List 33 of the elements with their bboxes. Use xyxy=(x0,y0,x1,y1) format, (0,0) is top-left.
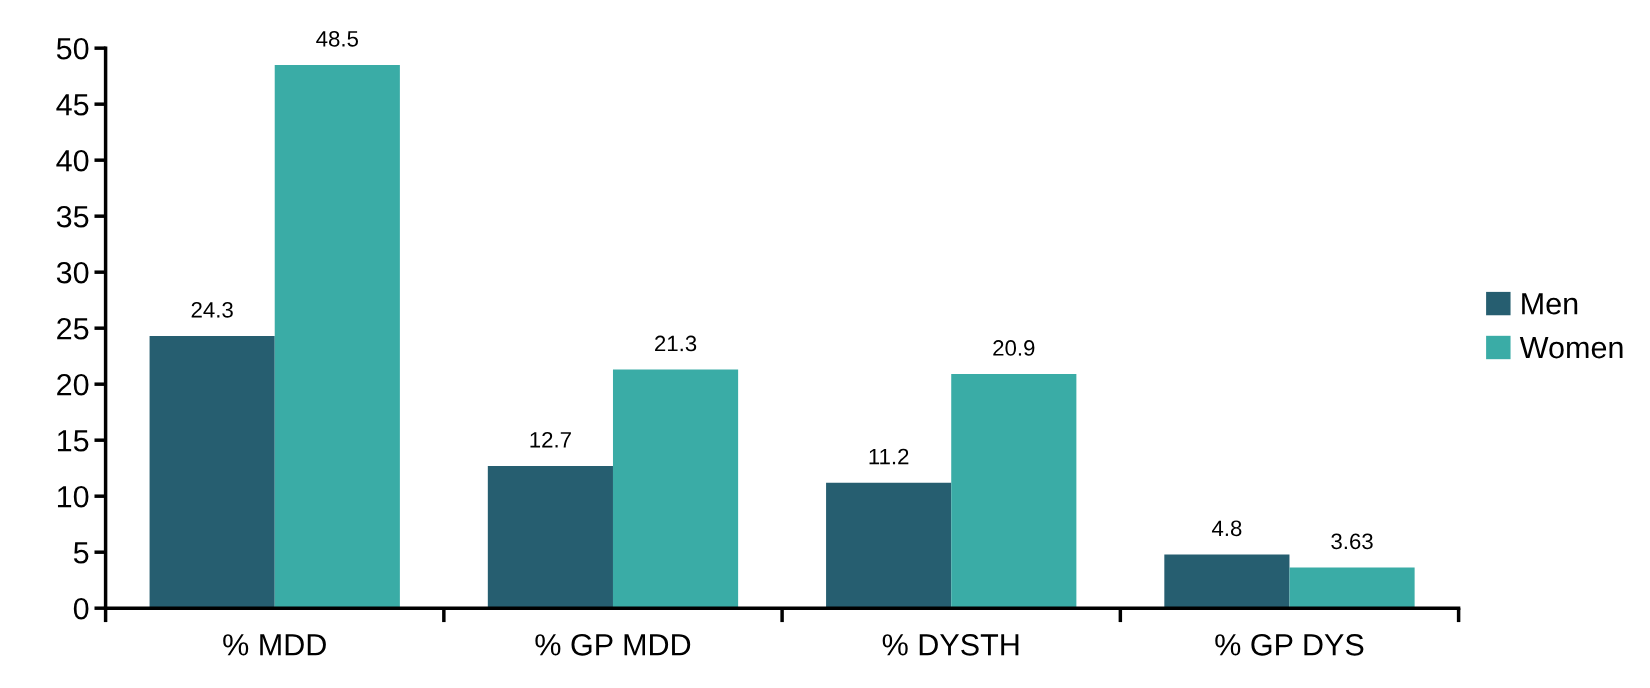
bar xyxy=(612,369,739,609)
legend-label: Women xyxy=(1519,337,1623,359)
bar xyxy=(274,64,400,609)
bar xyxy=(487,465,613,609)
x-tick-label: % DYSTH xyxy=(882,634,1019,656)
y-tick-label: 30 xyxy=(56,261,89,284)
data-label: 48.5 xyxy=(316,30,358,47)
y-tick-label: 5 xyxy=(73,542,89,564)
data-label: 3.63 xyxy=(1331,533,1373,550)
bar xyxy=(826,482,952,609)
y-tick-label: 45 xyxy=(56,94,89,116)
y-tick-label: 25 xyxy=(57,317,89,340)
legend-label: Men xyxy=(1522,293,1578,315)
y-tick-label: 0 xyxy=(73,597,89,620)
bar xyxy=(149,336,275,609)
data-label: 21.3 xyxy=(655,335,697,352)
data-label: 12.7 xyxy=(530,431,571,448)
y-tick-label: 35 xyxy=(56,205,89,228)
data-label: 4.8 xyxy=(1211,520,1242,537)
data-label: 24.3 xyxy=(191,302,233,318)
bar xyxy=(951,374,1077,609)
x-tick-label: % MDD xyxy=(223,634,326,656)
x-tick-label: % GP DYS xyxy=(1215,634,1364,656)
y-tick-label: 10 xyxy=(57,485,89,508)
x-tick-label: % GP MDD xyxy=(535,634,691,656)
y-tick-label: 15 xyxy=(57,430,89,452)
y-tick-label: 40 xyxy=(56,149,89,172)
bar xyxy=(1289,567,1415,609)
data-label: 11.2 xyxy=(869,448,909,465)
bar xyxy=(1164,554,1290,609)
y-tick-label: 20 xyxy=(57,373,89,396)
data-label: 20.9 xyxy=(993,340,1035,356)
y-tick-label: 50 xyxy=(56,37,89,60)
